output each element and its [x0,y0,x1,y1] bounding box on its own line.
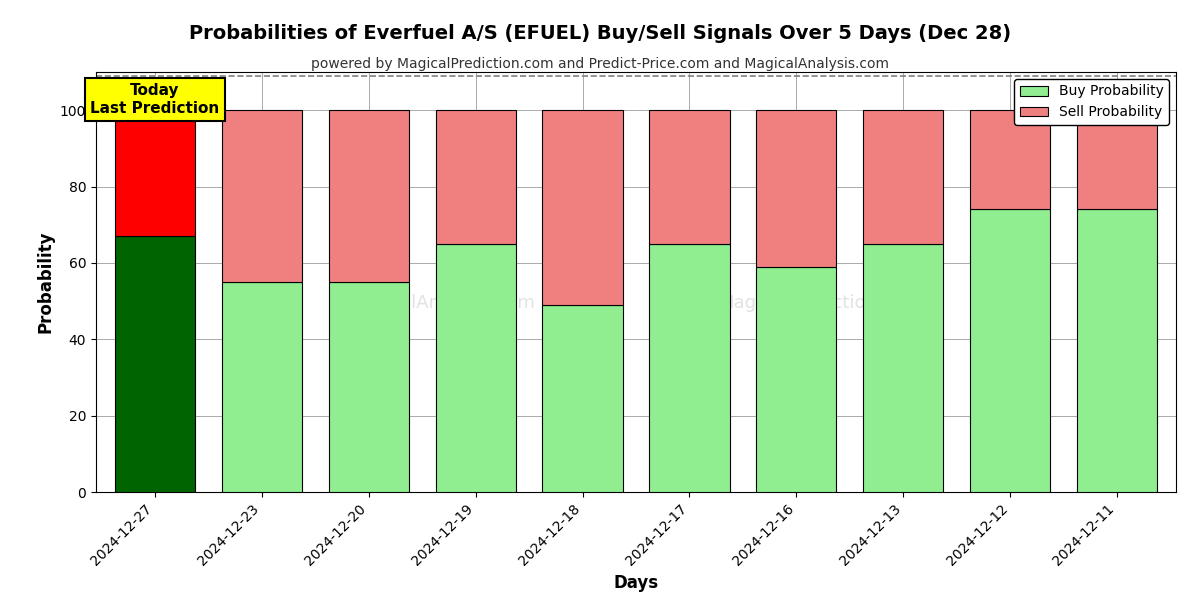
Bar [1078,110,1157,209]
Bar [436,244,516,492]
Bar [863,110,943,244]
Bar [222,282,302,492]
Text: Probabilities of Everfuel A/S (EFUEL) Buy/Sell Signals Over 5 Days (Dec 28): Probabilities of Everfuel A/S (EFUEL) Bu… [188,24,1012,43]
Bar [1078,209,1157,492]
Bar [222,110,302,282]
X-axis label: Days: Days [613,574,659,592]
Bar [115,110,194,236]
Bar [542,305,623,492]
Bar [649,244,730,492]
Text: Today
Last Prediction: Today Last Prediction [90,83,220,116]
Bar [756,267,836,492]
Legend: Buy Probability, Sell Probability: Buy Probability, Sell Probability [1014,79,1169,125]
Bar [756,110,836,267]
Text: MagicalAnalysis.com: MagicalAnalysis.com [348,294,535,312]
Bar [863,244,943,492]
Text: powered by MagicalPrediction.com and Predict-Price.com and MagicalAnalysis.com: powered by MagicalPrediction.com and Pre… [311,57,889,71]
Bar [436,110,516,244]
Bar [542,110,623,305]
Bar [649,110,730,244]
Bar [970,110,1050,209]
Bar [970,209,1050,492]
Text: MagicalPrediction.com: MagicalPrediction.com [718,294,922,312]
Bar [115,236,194,492]
Y-axis label: Probability: Probability [36,231,54,333]
Bar [329,110,409,282]
Bar [329,282,409,492]
